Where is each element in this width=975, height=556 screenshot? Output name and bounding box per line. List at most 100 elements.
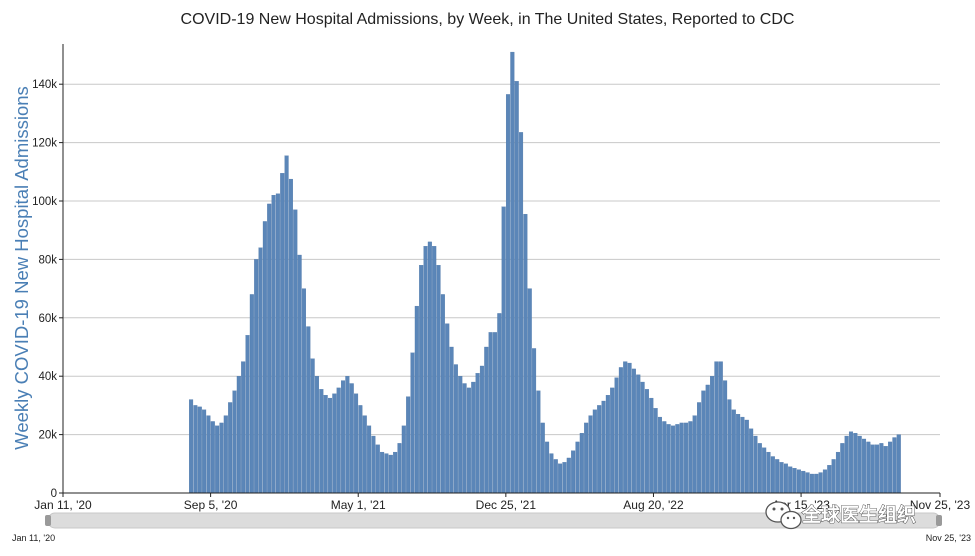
bar (597, 405, 602, 494)
bar (449, 346, 454, 494)
bar (588, 415, 593, 494)
bar (202, 409, 207, 494)
bar (675, 424, 680, 494)
bar (393, 451, 398, 494)
bar (875, 444, 880, 494)
bar (262, 221, 267, 494)
bar (644, 389, 649, 494)
bar (223, 415, 228, 494)
bar (549, 453, 554, 494)
bar (458, 376, 463, 494)
range-handle-right[interactable] (936, 515, 942, 526)
bar (723, 380, 728, 494)
bar (757, 443, 762, 494)
bar (731, 409, 736, 494)
bar (636, 374, 641, 494)
bar (505, 94, 511, 494)
bar (497, 313, 502, 494)
bar (840, 443, 845, 494)
bar (284, 155, 289, 494)
bar (523, 213, 528, 494)
bar (228, 402, 233, 494)
bar (479, 365, 484, 494)
bar (436, 265, 441, 494)
bar (288, 178, 293, 494)
bar (419, 265, 424, 494)
bar (410, 352, 415, 494)
bar (553, 459, 558, 494)
bar (775, 459, 780, 494)
bar (232, 390, 237, 494)
bar (692, 415, 697, 494)
bar (462, 383, 467, 494)
bar (280, 173, 285, 494)
bar (545, 441, 550, 494)
bar (471, 381, 476, 494)
bar (866, 441, 871, 494)
x-tick-label: Dec 25, '21 (476, 498, 537, 512)
bar (853, 432, 858, 494)
bar (519, 132, 524, 494)
bar (423, 246, 428, 494)
watermark: 全球医生组织 (765, 501, 916, 530)
bar (670, 425, 676, 494)
bar (827, 465, 832, 494)
gridlines (63, 83, 940, 436)
bar (341, 380, 346, 494)
bar (649, 397, 654, 494)
bar (779, 462, 784, 494)
bar (614, 377, 619, 494)
bar (249, 294, 254, 494)
bar (575, 441, 580, 494)
y-axis-label: Weekly COVID-19 New Hospital Admissions (11, 86, 32, 450)
bar (718, 361, 723, 494)
bar (562, 462, 567, 494)
bar (532, 348, 537, 494)
bar (236, 376, 241, 494)
range-handle-left[interactable] (45, 515, 51, 526)
bar (310, 358, 315, 494)
bar (653, 408, 658, 494)
bar (848, 431, 854, 494)
bar (210, 421, 215, 494)
bar (540, 422, 545, 494)
chart-title: COVID-19 New Hospital Admissions, by Wee… (180, 11, 795, 28)
bar (701, 390, 706, 494)
range-start-label: Jan 11, '20 (12, 533, 55, 543)
bar (375, 444, 380, 494)
bar (189, 399, 194, 494)
bar (453, 364, 458, 494)
bar (697, 402, 702, 494)
bar (362, 415, 367, 494)
bar (215, 425, 220, 494)
bar (197, 406, 202, 494)
bar (414, 305, 419, 494)
bar (245, 335, 250, 494)
x-ticks: Jan 11, '20 Sep 5, '20 May 1, '21 Dec 25, '… (34, 493, 970, 512)
y-tick-label: 80k (38, 254, 57, 266)
bar (796, 469, 801, 494)
bar (354, 393, 359, 494)
bar (801, 470, 806, 494)
bar (870, 444, 875, 494)
bar (367, 425, 372, 494)
bar (888, 441, 893, 494)
bar (783, 463, 788, 494)
bar (610, 387, 615, 494)
bar (193, 405, 198, 494)
bar (666, 424, 671, 494)
bar (566, 457, 571, 494)
y-tick-label: 120k (32, 138, 57, 150)
x-tick-label: May 1, '21 (331, 498, 386, 512)
bar (831, 459, 836, 494)
bar (306, 326, 311, 494)
bar (301, 288, 306, 494)
bar (601, 400, 606, 494)
watermark-text: 全球医生组织 (801, 503, 916, 526)
bar (445, 323, 450, 494)
bar (688, 421, 693, 494)
bar (297, 254, 302, 494)
bar (788, 466, 793, 494)
bar (892, 437, 897, 494)
range-selector[interactable]: Jan 11, '20 Nov 25, '23 (12, 512, 971, 543)
